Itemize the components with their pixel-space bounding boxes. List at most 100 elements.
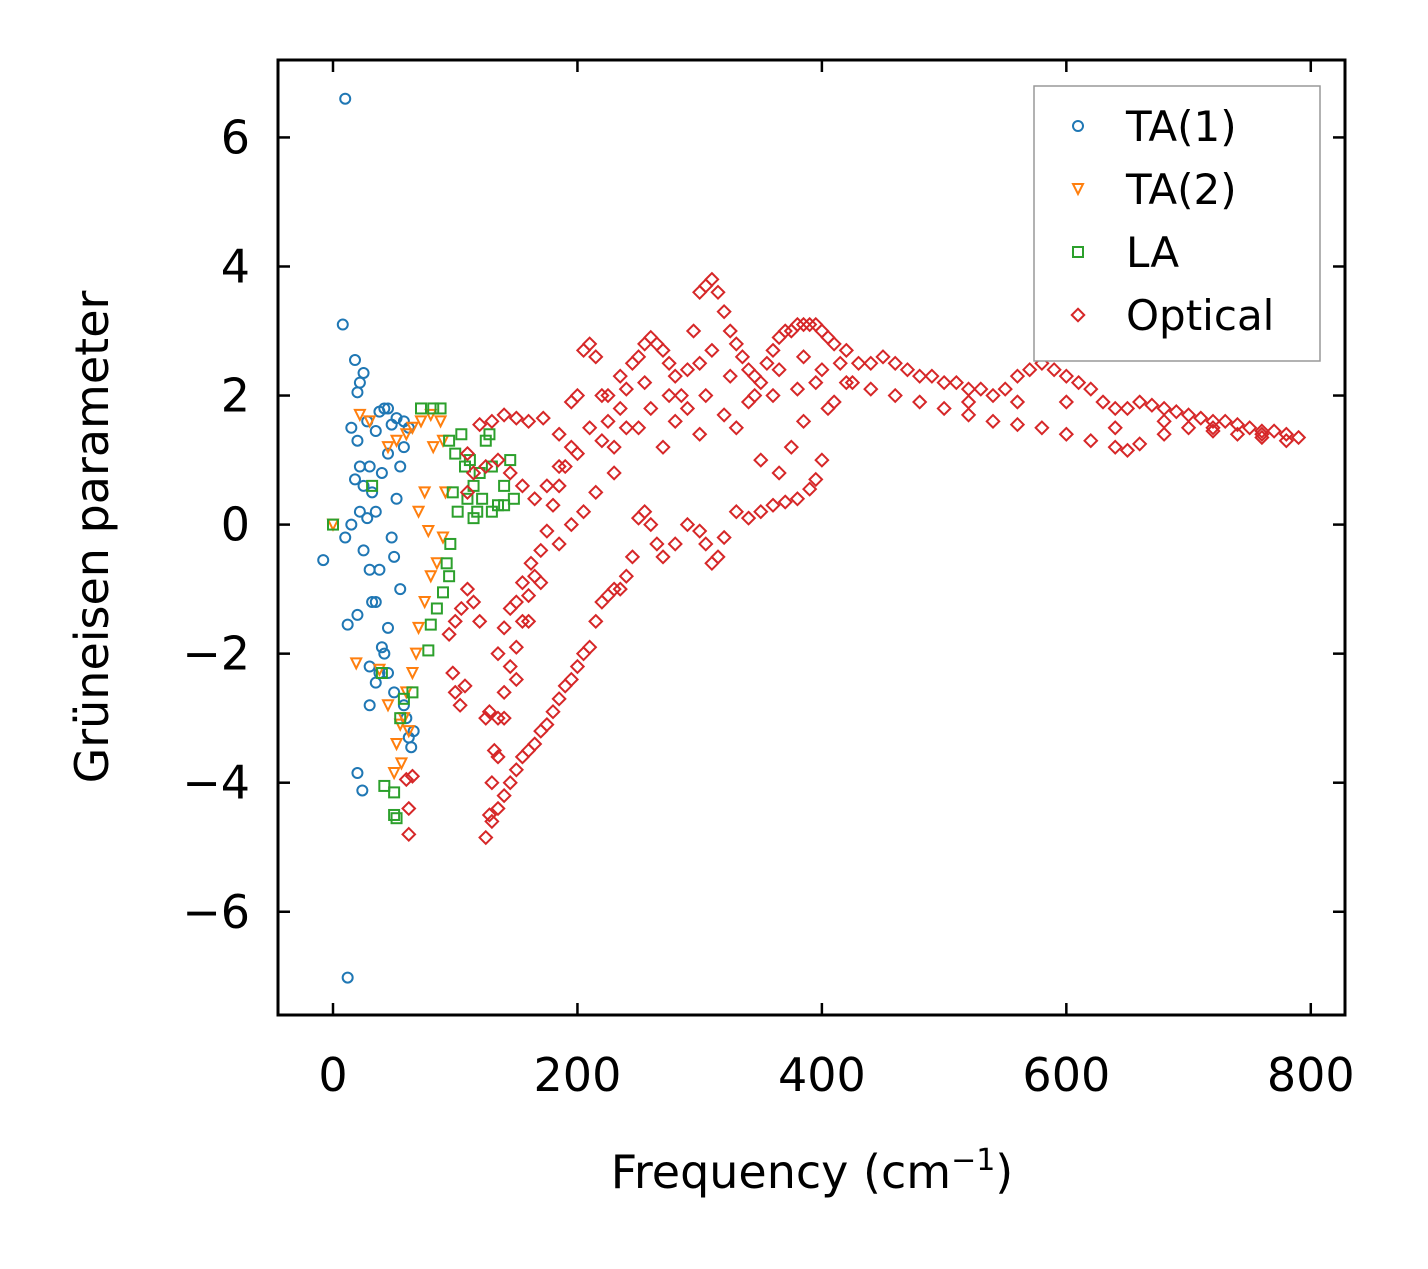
data-point [563, 439, 579, 455]
data-point [490, 645, 506, 662]
data-point [353, 460, 366, 473]
data-point [399, 686, 413, 700]
data-point [618, 568, 634, 584]
data-point [863, 355, 879, 371]
data-point [765, 342, 781, 359]
data-point [1058, 426, 1074, 442]
data-point [502, 658, 518, 675]
data-point [655, 342, 671, 359]
data-point [471, 505, 484, 518]
data-point [771, 465, 787, 481]
data-point [1119, 442, 1136, 459]
data-point [1070, 374, 1087, 391]
data-point [394, 712, 407, 725]
data-point [520, 742, 537, 759]
data-point [551, 691, 567, 707]
data-point [387, 767, 401, 781]
data-point [345, 518, 358, 531]
data-point [716, 407, 732, 423]
data-point [393, 718, 407, 732]
data-point [612, 400, 628, 417]
data-point [422, 644, 435, 657]
data-point [411, 621, 426, 636]
data-point [508, 639, 524, 655]
data-point [382, 447, 394, 460]
data-point [575, 342, 592, 359]
data-point [484, 775, 500, 791]
data-point [765, 497, 781, 513]
data-point [366, 486, 379, 499]
data-point [789, 491, 806, 507]
data-point [451, 505, 464, 518]
data-point [508, 762, 524, 778]
data-point [452, 697, 468, 713]
data-point [502, 465, 518, 481]
data-point [1242, 420, 1258, 436]
data-point [397, 699, 410, 712]
data-point [973, 381, 989, 397]
data-point [508, 410, 524, 426]
data-point [389, 737, 404, 752]
data-point [465, 594, 482, 610]
data-point [349, 354, 361, 367]
data-point [388, 786, 401, 799]
legend: TA(1) TA(2) LA Optical [1033, 85, 1321, 362]
data-point [1034, 420, 1050, 436]
data-point [960, 394, 977, 410]
data-point [838, 374, 854, 391]
data-point [795, 349, 812, 365]
x-axis-label: Frequency (cm−1) [611, 1143, 1014, 1199]
data-point [1156, 426, 1172, 442]
data-point [1022, 362, 1038, 378]
data-point [502, 775, 518, 791]
data-point [630, 510, 647, 526]
data-point [948, 374, 964, 391]
data-point [483, 428, 496, 441]
data-point [692, 523, 708, 539]
data-point [679, 362, 696, 378]
data-point [692, 355, 708, 371]
data-point [753, 374, 769, 391]
data-point [479, 434, 492, 447]
data-point [366, 596, 379, 609]
data-point [449, 447, 462, 460]
data-point [388, 686, 401, 699]
data-point [734, 349, 751, 365]
data-point [722, 368, 738, 384]
data-point [643, 329, 659, 346]
data-point [502, 600, 518, 617]
data-point [740, 510, 757, 526]
data-point [600, 413, 616, 430]
legend-label: TA(2) [1125, 165, 1237, 214]
data-point [1058, 368, 1074, 384]
data-point [385, 531, 398, 544]
data-point [508, 594, 524, 610]
y-tick-label: 4 [221, 239, 250, 293]
data-point [624, 355, 641, 371]
data-point [1009, 368, 1026, 384]
data-point [476, 492, 489, 505]
data-point [539, 523, 555, 539]
data-point [339, 92, 352, 105]
data-point [496, 787, 512, 804]
data-point [484, 813, 500, 830]
legend-marker [1072, 120, 1084, 132]
legend-frame [1033, 85, 1321, 362]
data-point [1254, 423, 1270, 439]
data-point [406, 686, 419, 699]
data-point [850, 355, 867, 371]
data-point [430, 557, 444, 571]
data-point [378, 779, 391, 792]
data-point [563, 671, 579, 688]
data-point [326, 518, 340, 532]
data-point [523, 555, 539, 571]
x-tick-label: 0 [318, 1048, 347, 1102]
data-point [397, 441, 410, 454]
x-tick-label: 400 [778, 1048, 866, 1102]
data-point [802, 481, 818, 497]
data-point [520, 413, 537, 430]
series-ta-1- [317, 92, 420, 984]
data-point [455, 428, 468, 441]
data-point [504, 454, 517, 467]
